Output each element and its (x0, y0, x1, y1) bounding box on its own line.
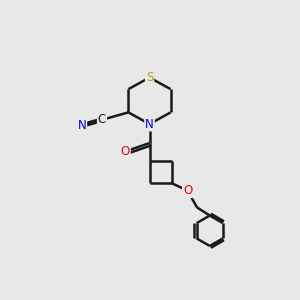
Text: O: O (183, 184, 192, 197)
Text: C: C (98, 113, 106, 126)
Text: S: S (146, 71, 153, 84)
Text: N: N (77, 119, 86, 132)
Text: N: N (145, 118, 154, 130)
Text: O: O (121, 145, 130, 158)
